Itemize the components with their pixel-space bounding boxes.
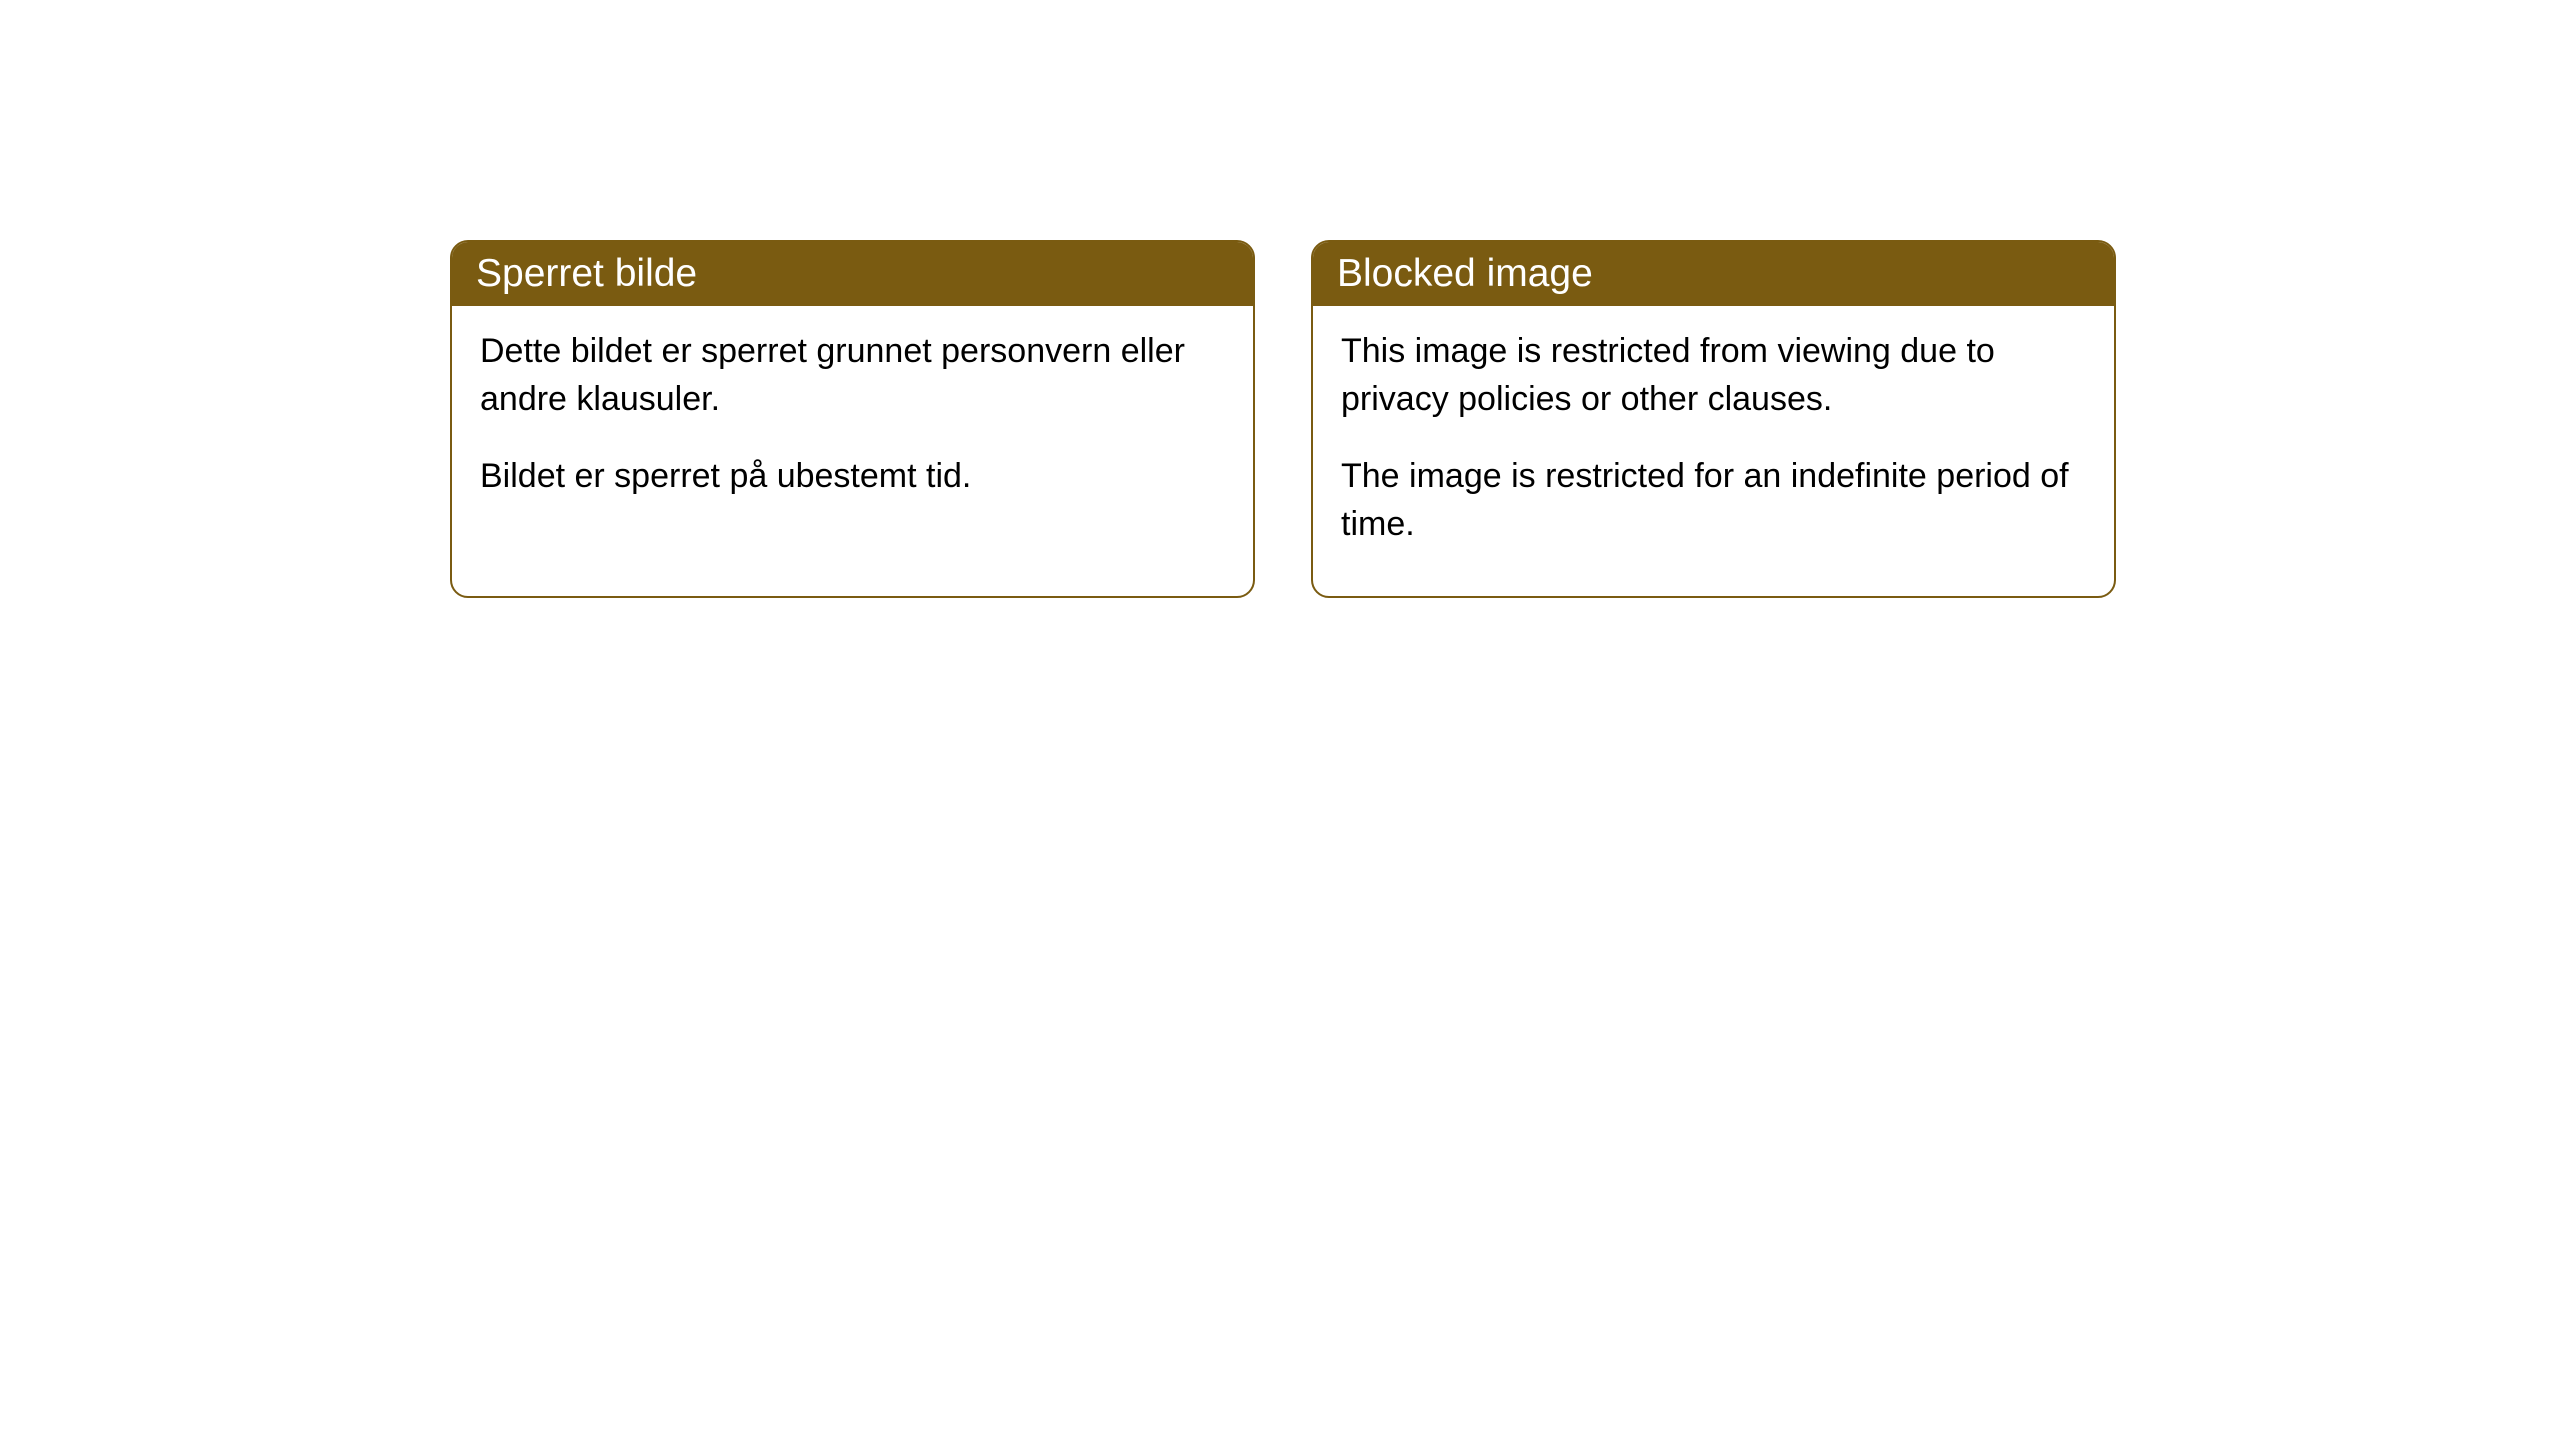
card-paragraph: Bildet er sperret på ubestemt tid. [480,453,1225,501]
card-body: Dette bildet er sperret grunnet personve… [452,306,1253,549]
notice-card-norwegian: Sperret bilde Dette bildet er sperret gr… [450,240,1255,598]
card-paragraph: Dette bildet er sperret grunnet personve… [480,328,1225,423]
card-paragraph: The image is restricted for an indefinit… [1341,453,2086,548]
card-header: Sperret bilde [452,242,1253,306]
card-body: This image is restricted from viewing du… [1313,306,2114,596]
card-paragraph: This image is restricted from viewing du… [1341,328,2086,423]
notice-container: Sperret bilde Dette bildet er sperret gr… [450,240,2116,598]
notice-card-english: Blocked image This image is restricted f… [1311,240,2116,598]
card-header: Blocked image [1313,242,2114,306]
